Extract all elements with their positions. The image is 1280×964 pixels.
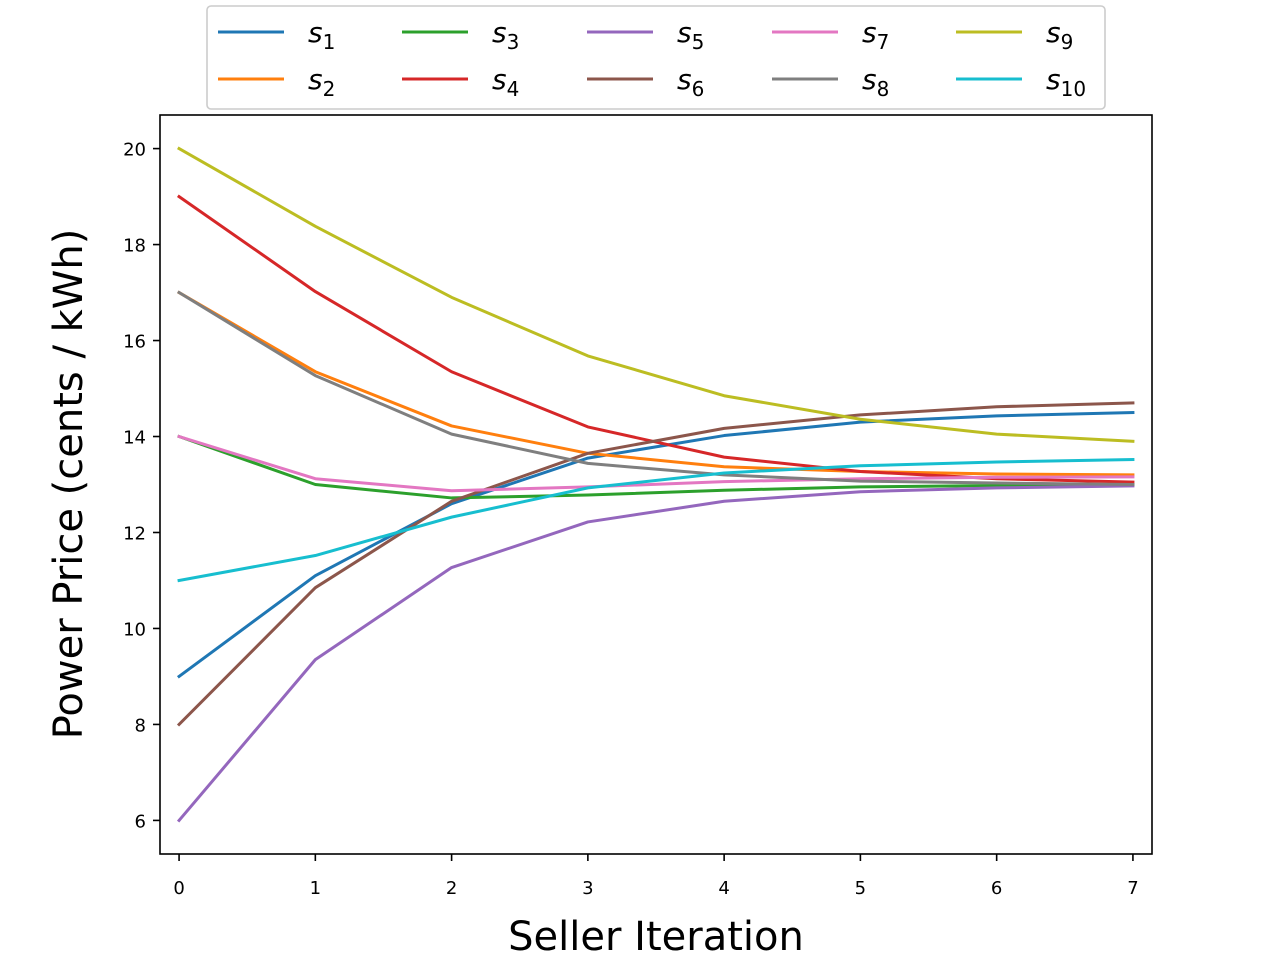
legend-label-s4: s4 — [492, 63, 519, 101]
y-tick-label: 18 — [123, 236, 146, 257]
x-axis: 0 1 2 3 4 5 6 7 — [173, 854, 1139, 899]
y-tick-label: 20 — [123, 140, 146, 161]
y-tick-label: 12 — [123, 523, 146, 544]
x-axis-title: Seller Iteration — [508, 914, 804, 960]
y-tick-label: 8 — [135, 715, 146, 736]
x-tick-label: 0 — [173, 878, 184, 899]
series-line-s5 — [176, 484, 1135, 823]
plot-frame — [159, 114, 1153, 855]
series-line-s4 — [176, 194, 1135, 484]
x-tick-label: 4 — [718, 878, 729, 899]
y-tick-label: 10 — [123, 619, 146, 640]
legend-label-s9: s9 — [1046, 16, 1073, 54]
series-line-s1 — [176, 410, 1135, 679]
y-tick-label: 14 — [123, 428, 146, 449]
x-tick-label: 5 — [855, 878, 866, 899]
series-line-s7 — [177, 434, 1135, 493]
series-layer — [176, 146, 1135, 823]
x-tick-label: 1 — [310, 878, 321, 899]
x-tick-label: 7 — [1127, 878, 1138, 899]
y-tick-label: 16 — [123, 332, 146, 353]
series-line-s9 — [177, 146, 1135, 443]
legend-box — [206, 5, 1106, 110]
series-line-s2 — [177, 290, 1135, 477]
series-line-s10 — [177, 458, 1135, 583]
y-axis: 6 8 10 12 14 16 18 20 — [123, 140, 160, 832]
x-tick-label: 2 — [446, 878, 457, 899]
series-line-s3 — [177, 434, 1135, 500]
series-line-s6 — [176, 401, 1135, 727]
series-line-s8 — [177, 290, 1135, 487]
y-tick-label: 6 — [135, 811, 146, 832]
y-axis-title: Power Price (cents / kWh) — [46, 229, 92, 740]
x-tick-label: 6 — [991, 878, 1002, 899]
x-tick-label: 3 — [582, 878, 593, 899]
